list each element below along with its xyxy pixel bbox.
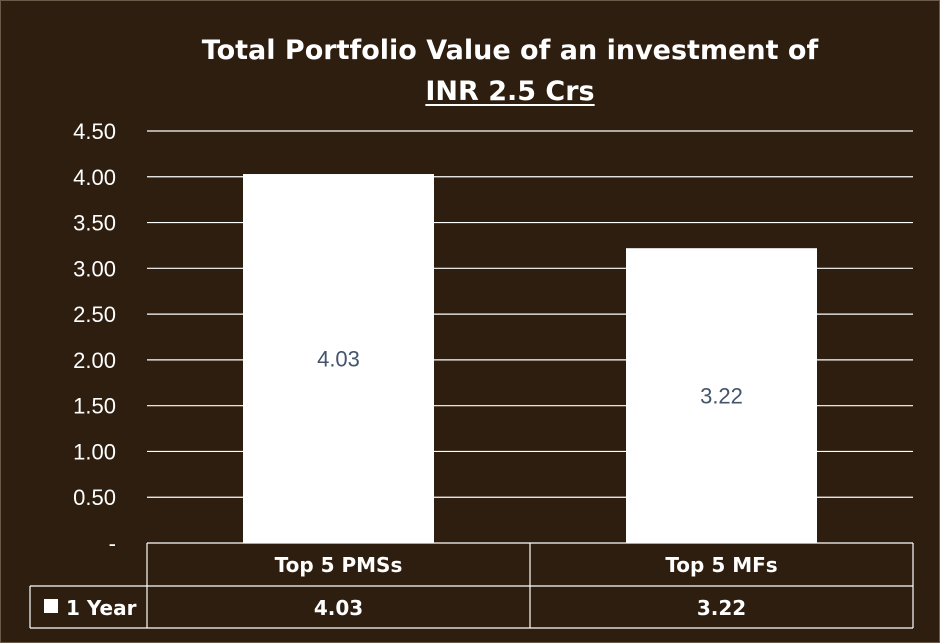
table-value: 4.03 [314, 596, 363, 620]
legend-series-label: 1 Year [66, 596, 137, 620]
chart-title: Total Portfolio Value of an investment o… [0, 30, 940, 112]
y-tick-label: 1.50 [73, 394, 116, 419]
y-tick-label: 3.50 [73, 211, 116, 236]
y-tick-label: 4.50 [73, 119, 116, 144]
chart-title-line2: INR 2.5 Crs [425, 76, 595, 107]
category-label: Top 5 MFs [665, 553, 777, 577]
y-tick-label: 2.50 [73, 302, 116, 327]
chart-title-line1: Total Portfolio Value of an investment o… [201, 35, 819, 66]
bar [626, 248, 817, 544]
y-tick-label: 1.00 [73, 439, 116, 464]
y-tick-label: 0.50 [73, 485, 116, 510]
legend-key-swatch [44, 599, 58, 613]
y-tick-label: 3.00 [73, 256, 116, 281]
y-tick-label: 2.00 [73, 348, 116, 373]
bar-data-label: 4.03 [317, 347, 360, 372]
y-tick-label: - [109, 531, 116, 556]
table-value: 3.22 [697, 596, 746, 620]
bar [243, 174, 434, 543]
category-label: Top 5 PMSs [275, 553, 403, 577]
bar-data-label: 3.22 [700, 384, 743, 409]
y-tick-label: 4.00 [73, 165, 116, 190]
